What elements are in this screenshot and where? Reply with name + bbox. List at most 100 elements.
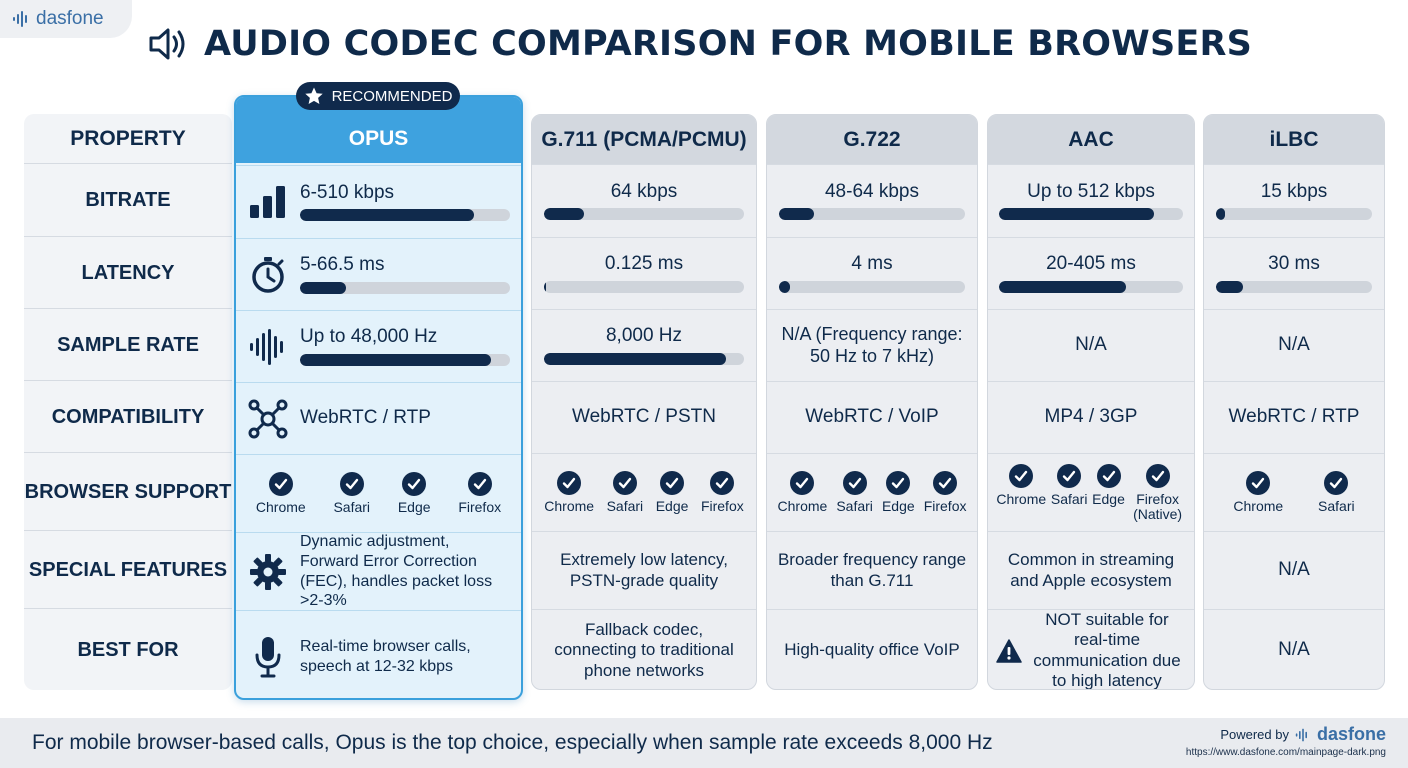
special-features-cell: Dynamic adjustment, Forward Error Correc… — [236, 532, 521, 610]
property-header: PROPERTY — [70, 126, 186, 150]
browser-support-cell: Chrome Safari — [1204, 453, 1384, 531]
best-for-value: High-quality office VoIP — [784, 640, 960, 660]
browser-support-cell: Chrome Safari Edge Firefox (Native) — [988, 453, 1194, 531]
browser-firefox: Firefox — [701, 471, 744, 514]
recommended-badge: RECOMMENDED — [296, 82, 460, 110]
latency-cell: 0.125 ms — [532, 237, 756, 309]
bitrate-bar — [300, 209, 510, 222]
browser-safari: Safari — [836, 471, 873, 514]
bitrate-bar-fill — [779, 208, 815, 221]
check-icon — [790, 471, 815, 496]
special-features-cell: N/A — [1204, 531, 1384, 609]
compatibility-value: WebRTC / RTP — [300, 407, 431, 429]
browser-label: Safari — [333, 499, 371, 516]
latency-bar — [779, 280, 965, 293]
special-features-value: Broader frequency range than G.711 — [777, 550, 967, 590]
best-for-cell: High-quality office VoIP — [767, 609, 977, 689]
browser-edge: Edge — [1092, 463, 1125, 521]
browser-label: Safari — [1050, 490, 1088, 507]
latency-value: 4 ms — [851, 253, 893, 275]
gear-icon — [248, 552, 288, 592]
check-icon — [1324, 471, 1349, 496]
sample-rate-cell: N/A — [988, 309, 1194, 381]
sample-rate-bar-fill — [300, 353, 492, 366]
browser-label: Safari — [836, 498, 873, 515]
best-for-value: NOT suitable for real-time communication… — [1033, 609, 1181, 690]
browser-label: Firefox (Native) — [1133, 490, 1183, 522]
check-icon — [402, 472, 427, 497]
latency-bar-fill — [1216, 280, 1243, 293]
bitrate-bar-fill — [999, 208, 1154, 221]
browser-support-cell: Chrome Safari Edge Firefox — [236, 454, 521, 532]
waveform-icon — [248, 327, 288, 367]
sample-rate-bar — [300, 353, 510, 366]
latency-value: 30 ms — [1268, 253, 1320, 275]
bitrate-bar-fill — [300, 209, 475, 222]
best-for-cell: Real-time browser calls, speech at 12-32… — [236, 610, 521, 698]
compatibility-cell: WebRTC / RTP — [236, 382, 521, 454]
sample-rate-bar-fill — [544, 352, 726, 365]
page-title-area: AUDIO CODEC COMPARISON FOR MOBILE BROWSE… — [148, 20, 1252, 68]
footer-summary: For mobile browser-based calls, Opus is … — [32, 731, 993, 754]
check-icon — [1246, 471, 1271, 496]
check-icon — [842, 471, 867, 496]
property-latency: LATENCY — [24, 236, 232, 308]
property-sample-rate: SAMPLE RATE — [24, 308, 232, 380]
speaker-icon — [149, 28, 185, 60]
check-icon — [467, 472, 492, 497]
special-features-cell: Common in streaming and Apple ecosystem — [988, 531, 1194, 609]
sound-wave-icon — [13, 11, 27, 27]
compatibility-cell: MP4 / 3GP — [988, 381, 1194, 453]
check-icon — [710, 471, 735, 496]
latency-bar — [300, 281, 510, 294]
bitrate-bar-fill — [544, 208, 584, 221]
check-icon — [612, 471, 637, 496]
property-browser-support: BROWSER SUPPORT — [24, 452, 232, 530]
browser-label: Chrome — [544, 498, 595, 515]
latency-cell: 30 ms — [1204, 237, 1384, 309]
browser-label: Edge — [655, 498, 689, 515]
source-url-link[interactable]: https://www.dasfone.com/mainpage-dark.pn… — [1185, 747, 1386, 758]
bitrate-bar-fill — [1216, 208, 1226, 221]
best-for-cell: NOT suitable for real-time communication… — [988, 609, 1194, 690]
special-features-value: Dynamic adjustment, Forward Error Correc… — [300, 533, 493, 610]
brand-logo: dasfone — [0, 0, 132, 38]
codec-header: AAC — [988, 115, 1194, 164]
sample-rate-value: Up to 48,000 Hz — [300, 326, 438, 348]
bitrate-cell: Up to 512 kbps — [988, 164, 1194, 237]
sound-wave-icon — [1295, 728, 1307, 741]
latency-bar — [1216, 280, 1372, 293]
browser-support-cell: Chrome Safari Edge Firefox — [767, 453, 977, 531]
stopwatch-icon — [248, 255, 288, 295]
latency-bar-fill — [300, 281, 347, 294]
browser-edge: Edge — [398, 472, 431, 515]
powered-by-brand[interactable]: dasfone — [1316, 724, 1386, 744]
best-for-cell: Fallback codec, connecting to traditiona… — [532, 609, 756, 689]
bitrate-cell: 6-510 kbps — [236, 165, 521, 238]
sample-rate-cell: N/A (Frequency range: 50 Hz to 7 kHz) — [767, 309, 977, 381]
latency-value: 0.125 ms — [604, 253, 684, 275]
special-features-value: Common in streaming and Apple ecosystem — [1007, 550, 1175, 590]
bitrate-cell: 48-64 kbps — [767, 164, 977, 237]
codec-header: iLBC — [1204, 115, 1384, 164]
sample-rate-cell: N/A — [1204, 309, 1384, 381]
microphone-icon — [248, 636, 288, 677]
browser-firefox: Firefox — [923, 471, 967, 515]
browser-chrome: Chrome — [996, 463, 1047, 521]
check-icon — [1145, 463, 1170, 488]
codec-column-ilbc: iLBC 15 kbps 30 ms N/A WebRTC / RTP Chro… — [1203, 114, 1385, 690]
best-for-value: Fallback codec, connecting to traditiona… — [554, 619, 734, 680]
bitrate-cell: 64 kbps — [532, 164, 756, 237]
browser-support-cell: Chrome Safari Edge Firefox — [532, 453, 756, 531]
sample-rate-cell: 8,000 Hz — [532, 309, 756, 381]
sample-rate-bar — [544, 352, 744, 365]
sample-rate-value: 8,000 Hz — [605, 325, 683, 347]
sample-rate-value: N/A (Frequency range: 50 Hz to 7 kHz) — [781, 323, 963, 366]
browser-safari: Safari — [1050, 463, 1088, 521]
browser-firefox: Firefox (Native) — [1130, 463, 1186, 522]
bitrate-value: 64 kbps — [610, 180, 678, 202]
codec-column-g722: G.722 48-64 kbps 4 ms N/A (Frequency ran… — [766, 114, 978, 690]
browser-label: Firefox — [923, 498, 967, 515]
browser-label: Chrome — [996, 490, 1047, 507]
latency-bar-fill — [544, 280, 546, 293]
